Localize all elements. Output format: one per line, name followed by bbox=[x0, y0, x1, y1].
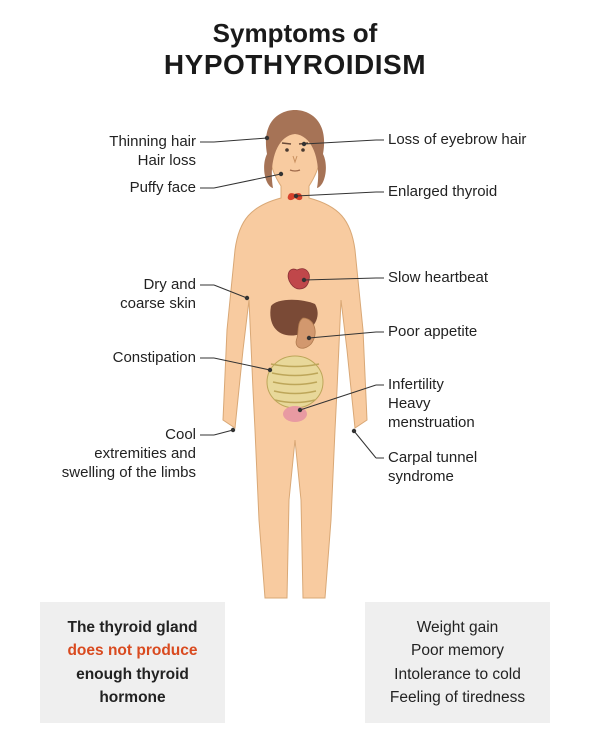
info-left-line: hormone bbox=[50, 686, 215, 709]
info-right-line: Intolerance to cold bbox=[375, 663, 540, 686]
figure-area: Thinning hairHair loss Puffy face Dry andc… bbox=[0, 100, 590, 600]
label-eyebrow-loss: Loss of eyebrow hair bbox=[388, 131, 568, 150]
label-carpal-tunnel: Carpal tunnelsyndrome bbox=[388, 449, 568, 487]
bottom-boxes: The thyroid glanddoes not produceenough … bbox=[40, 602, 550, 723]
title: Symptoms of HYPOTHYROIDISM bbox=[0, 0, 590, 81]
label-enlarged-thyroid: Enlarged thyroid bbox=[388, 183, 568, 202]
info-left-line: does not produce bbox=[50, 639, 215, 662]
info-left-line: The thyroid gland bbox=[50, 616, 215, 639]
label-constipation: Constipation bbox=[36, 349, 196, 368]
info-left-line: enough thyroid bbox=[50, 663, 215, 686]
label-poor-appetite: Poor appetite bbox=[388, 323, 568, 342]
label-slow-heartbeat: Slow heartbeat bbox=[388, 269, 568, 288]
title-line2: HYPOTHYROIDISM bbox=[0, 49, 590, 81]
label-cool-extremities: Coolextremities andswelling of the limbs bbox=[36, 426, 196, 482]
label-thinning-hair: Thinning hairHair loss bbox=[36, 133, 196, 171]
label-infertility: InfertilityHeavymenstruation bbox=[388, 376, 568, 432]
title-line1: Symptoms of bbox=[0, 18, 590, 49]
info-box-left: The thyroid glanddoes not produceenough … bbox=[40, 602, 225, 723]
info-right-line: Weight gain bbox=[375, 616, 540, 639]
label-dry-skin: Dry andcoarse skin bbox=[36, 276, 196, 314]
info-right-line: Feeling of tiredness bbox=[375, 686, 540, 709]
info-right-line: Poor memory bbox=[375, 639, 540, 662]
label-puffy-face: Puffy face bbox=[36, 179, 196, 198]
info-box-right: Weight gainPoor memoryIntolerance to col… bbox=[365, 602, 550, 723]
